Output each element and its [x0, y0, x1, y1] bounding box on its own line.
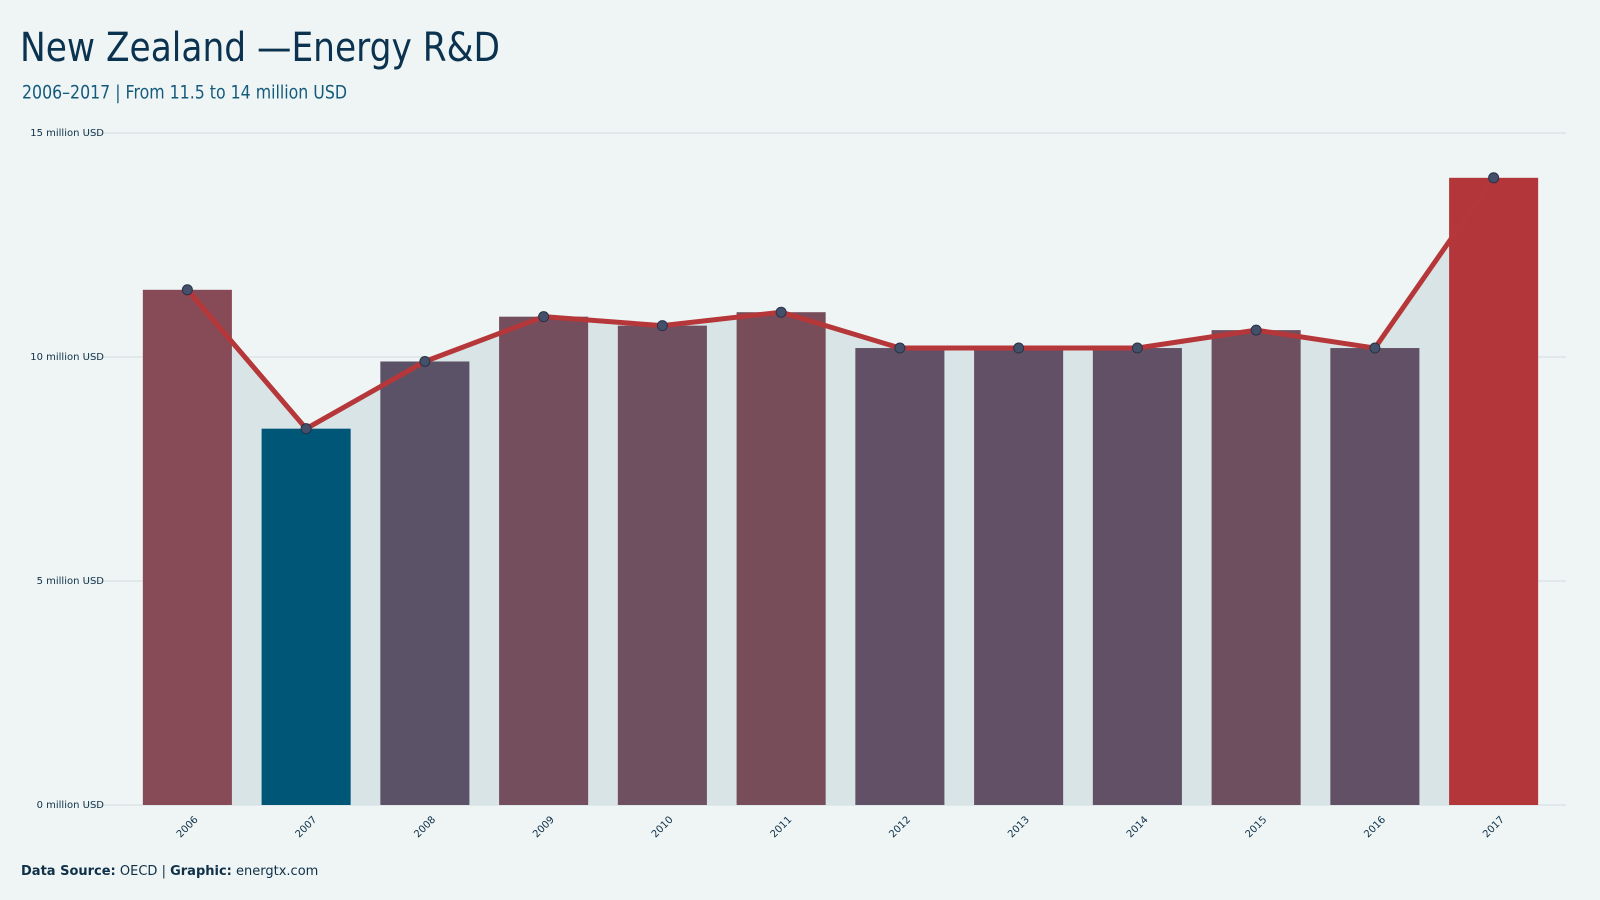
point	[1369, 342, 1381, 354]
point	[419, 355, 431, 367]
graphic-label: Graphic:	[170, 864, 232, 879]
y-tick-label: 15 million USD	[30, 128, 104, 139]
point	[1013, 342, 1025, 354]
point	[538, 311, 550, 323]
bar	[617, 325, 707, 805]
bar	[1330, 348, 1420, 805]
bar	[1092, 348, 1182, 805]
graphic: energtx.com	[236, 864, 318, 879]
bar	[855, 348, 945, 805]
y-tick-label: 0 million USD	[37, 800, 105, 811]
bar	[380, 361, 470, 805]
bar	[1449, 177, 1539, 806]
bar	[499, 316, 589, 805]
bar	[974, 348, 1064, 805]
point	[656, 320, 668, 332]
point	[775, 306, 787, 318]
bar	[142, 289, 232, 805]
y-tick-label: 5 million USD	[37, 576, 105, 587]
source-label: Data Source:	[21, 864, 116, 879]
chart-subtitle: 2006–2017 | From 11.5 to 14 million USD	[22, 82, 347, 104]
point	[1250, 324, 1262, 336]
point	[1488, 172, 1500, 184]
point	[181, 284, 193, 296]
bar	[1211, 330, 1301, 805]
footer: Data Source: OECD | Graphic: energtx.com	[21, 864, 318, 879]
point	[1131, 342, 1143, 354]
bar	[261, 428, 351, 805]
point	[300, 423, 312, 435]
source: OECD |	[120, 864, 166, 879]
line	[185, 176, 1496, 432]
y-tick-label: 10 million USD	[30, 352, 104, 363]
chart-title: New Zealand —Energy R&D	[20, 25, 500, 71]
bar	[736, 312, 826, 805]
point	[894, 342, 906, 354]
